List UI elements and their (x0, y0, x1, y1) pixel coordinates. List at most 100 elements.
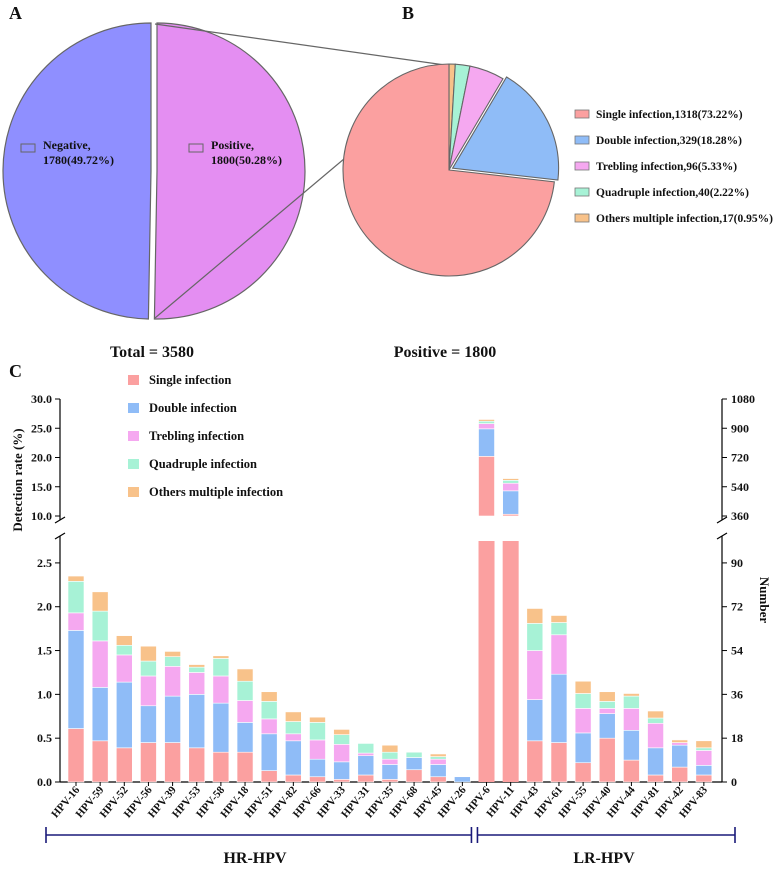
bar-segment-single (115, 747, 133, 783)
y2-tick-label: 72 (731, 600, 743, 614)
bar-segment-quadruple (164, 656, 181, 667)
bar-segment-single (188, 747, 206, 783)
bar-segment-single (478, 541, 495, 782)
bar-segment-quadruple (598, 701, 616, 709)
pie-b-legend-label-single: Single infection,1318(73.22%) (596, 109, 743, 121)
y2-tick-label: 360 (731, 509, 749, 523)
pie-a-slice-negative (2, 22, 152, 320)
pie-a-pos-label-2: 1800(50.28%) (211, 153, 282, 167)
bar-segment-double (333, 761, 350, 780)
bar-segment-double (671, 744, 689, 768)
bar-segment-others (647, 710, 664, 719)
panel-label-c: C (9, 361, 22, 381)
bar-segment-trebling (164, 666, 181, 697)
pie-b-total: Positive = 1800 (394, 344, 496, 361)
y-axis-label: Detection rate (%) (10, 428, 25, 531)
bar-segment-single (260, 770, 278, 783)
y-tick-label: 2.5 (37, 556, 52, 570)
bar-segment-quadruple (115, 644, 133, 656)
bar-segment-others (671, 739, 689, 743)
bar-segment-double (285, 740, 302, 776)
y-tick-label: 1.0 (37, 687, 52, 701)
y2-tick-label: 720 (731, 451, 749, 465)
pie-b-slice-double (451, 76, 560, 181)
bar-segment-others (140, 645, 157, 662)
bar-segment-double (454, 776, 471, 783)
bar-legend-label-quadruple: Quadruple infection (149, 457, 257, 471)
bar-segment-trebling (574, 708, 592, 734)
bar-segment-quadruple (140, 660, 157, 677)
y2-tick-label: 540 (731, 480, 749, 494)
bar-segment-others (381, 744, 399, 753)
y2-axis-label: Number (757, 577, 772, 623)
bar-segment-quadruple (405, 751, 423, 758)
bar-legend-label-double: Double infection (149, 401, 237, 415)
bar-segment-others (260, 691, 278, 702)
bar-segment-trebling (598, 708, 616, 714)
bar-segment-trebling (623, 708, 640, 731)
bar-segment-quadruple (309, 722, 326, 741)
bar-segment-others (236, 668, 254, 682)
pie-chart-b (342, 63, 560, 277)
pie-chart-a (2, 22, 306, 320)
y2-tick-label: 0 (731, 775, 737, 789)
bar-segment-double (140, 705, 157, 743)
bar-segment-trebling (285, 733, 302, 742)
pie-b-legend-label-quadruple: Quadruple infection,40(2.22%) (596, 187, 749, 199)
bar-segment-double (574, 732, 592, 764)
bar-segment-quadruple (333, 734, 350, 745)
bar-segment-others (188, 664, 206, 668)
bar-segment-single (598, 737, 616, 783)
bar-segment-double (381, 764, 399, 780)
group-label-hr: HR-HPV (223, 850, 287, 867)
bar-legend: Single infection Double infection Trebling… (128, 373, 283, 499)
y2-tick-label: 900 (731, 421, 749, 435)
bar-segment-double (67, 630, 85, 729)
bar-segment-others (598, 691, 616, 702)
bar-segment-double (478, 428, 495, 457)
bar-segment-quadruple (574, 693, 592, 709)
bar-segment-single (526, 740, 544, 783)
bar-segment-single (671, 766, 689, 783)
bar-legend-label-single: Single infection (149, 373, 231, 387)
pie-b-legend-label-trebling: Trebling infection,96(5.33%) (596, 161, 737, 173)
y2-tick-label: 18 (731, 731, 743, 745)
bar-legend-swatch-others (128, 487, 139, 497)
axis-break-mark (54, 532, 66, 540)
y2-tick-label: 54 (731, 644, 743, 658)
bar-segment-double (526, 699, 544, 742)
bar-segment-single (623, 759, 640, 783)
bar-segment-double (550, 673, 568, 743)
bar-legend-label-trebling: Trebling infection (149, 429, 244, 443)
bar-segment-double (212, 702, 230, 753)
pie-b-slice-trebling (448, 65, 504, 171)
pie-a-neg-label-2: 1780(49.72%) (43, 153, 114, 167)
bar-segment-trebling (188, 672, 206, 695)
bar-segment-quadruple (381, 751, 399, 760)
bar-segment-single (502, 541, 519, 782)
pie-b-legend-label-double: Double infection,329(18.28%) (596, 135, 742, 147)
bar-segment-trebling (140, 675, 157, 707)
bar-segment-quadruple (478, 420, 495, 424)
bar-segment-double (598, 713, 616, 739)
bar-segment-single (212, 751, 230, 783)
bar-segment-single (381, 779, 399, 783)
bar-segment-single (550, 742, 568, 783)
bar-segment-others (695, 740, 713, 749)
bar-segment-trebling (381, 758, 399, 765)
bar-segment-double (429, 764, 447, 778)
y-tick-label: 15.0 (31, 480, 52, 494)
bar-segment-single (405, 769, 423, 783)
pie-b-legend-swatch-double (574, 135, 590, 145)
axis-break-mark (54, 516, 66, 524)
panel-label-a: A (9, 3, 22, 23)
bar-segment-double (188, 694, 206, 749)
bar-segment-trebling (91, 640, 109, 688)
bar-segment-quadruple (695, 747, 713, 751)
bar-segment-trebling (478, 423, 495, 430)
bar-segment-double (357, 755, 375, 776)
bar-segment-single (429, 776, 447, 783)
bar-segment-double (309, 758, 326, 778)
bar-segment-trebling (260, 718, 278, 735)
bar-segment-quadruple (550, 622, 568, 636)
